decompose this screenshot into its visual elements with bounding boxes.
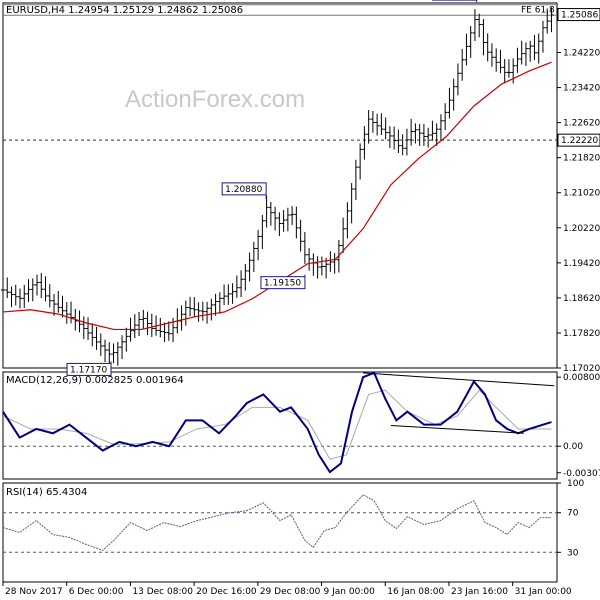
macd-header: MACD(12,26,9) 0.002825 0.001964: [6, 375, 184, 386]
price-annotation-box: [260, 276, 306, 290]
current-price-marker-box: [557, 8, 600, 22]
price-annotation-box: [66, 362, 112, 376]
rsi-line: [2, 494, 552, 551]
x-tick-label: 31 Jan 00:00: [515, 587, 572, 597]
x-tick-label: 16 Jan 08:00: [387, 587, 444, 597]
x-tick-label: 9 Jan 00:00: [324, 587, 376, 597]
price-tick-label: 1.17820: [563, 329, 600, 339]
price-tick-label: 1.24220: [563, 49, 600, 59]
price-tick-label: 1.21020: [563, 189, 600, 199]
level-marker-box: [557, 133, 600, 147]
price-tick-label: 1.20220: [563, 224, 600, 234]
fib-label: FE 61.8: [521, 5, 555, 15]
price-tick-label: 1.23420: [563, 84, 600, 94]
price-panel-frame: [2, 2, 558, 369]
macd-series-signal: [2, 389, 552, 460]
price-tick-label: 1.17020: [563, 364, 600, 374]
macd-trendline-1: [390, 425, 524, 434]
price-tick-label: 1.19420: [563, 259, 600, 269]
price-header: EURUSD,H4 1.24954 1.25129 1.24862 1.2508…: [6, 5, 243, 16]
rsi-panel-frame: [2, 482, 558, 583]
macd-series-macd: [2, 371, 552, 474]
price-annotation-box: [221, 182, 267, 196]
watermark: ActionForex.com: [125, 86, 305, 113]
price-annotation-label: 1.17170: [70, 365, 107, 375]
price-tick-label: 1.22620: [563, 119, 600, 129]
rsi-tick-label: 70: [567, 509, 579, 519]
current-price-marker: 1.25086: [561, 11, 598, 21]
macd-panel-frame: [2, 371, 558, 480]
price-annotation-label: 1.20880: [225, 185, 262, 195]
rsi-tick-label: 100: [567, 479, 584, 489]
macd-tick-label: -0.003078: [563, 469, 600, 479]
price-annotation-label: 1.19150: [264, 279, 301, 289]
x-tick-label: 20 Dec 16:00: [196, 587, 257, 597]
x-tick-label: 13 Dec 08:00: [132, 587, 193, 597]
x-tick-label: 6 Dec 00:00: [69, 587, 124, 597]
rsi-header: RSI(14) 65.4304: [6, 487, 87, 498]
price-tick-label: 1.18620: [563, 294, 600, 304]
macd-tick-label: 0.00800: [563, 373, 600, 383]
macd-trendline-0: [363, 372, 555, 387]
level-marker: 1.22220: [561, 136, 598, 146]
x-tick-label: 29 Dec 08:00: [260, 587, 321, 597]
rsi-tick-label: 30: [567, 548, 579, 558]
x-tick-label: 28 Nov 2017: [5, 587, 63, 597]
price-tick-label: 1.21820: [563, 154, 600, 164]
macd-tick-label: 0.00: [563, 442, 583, 452]
x-tick-label: 23 Jan 16:00: [451, 587, 508, 597]
